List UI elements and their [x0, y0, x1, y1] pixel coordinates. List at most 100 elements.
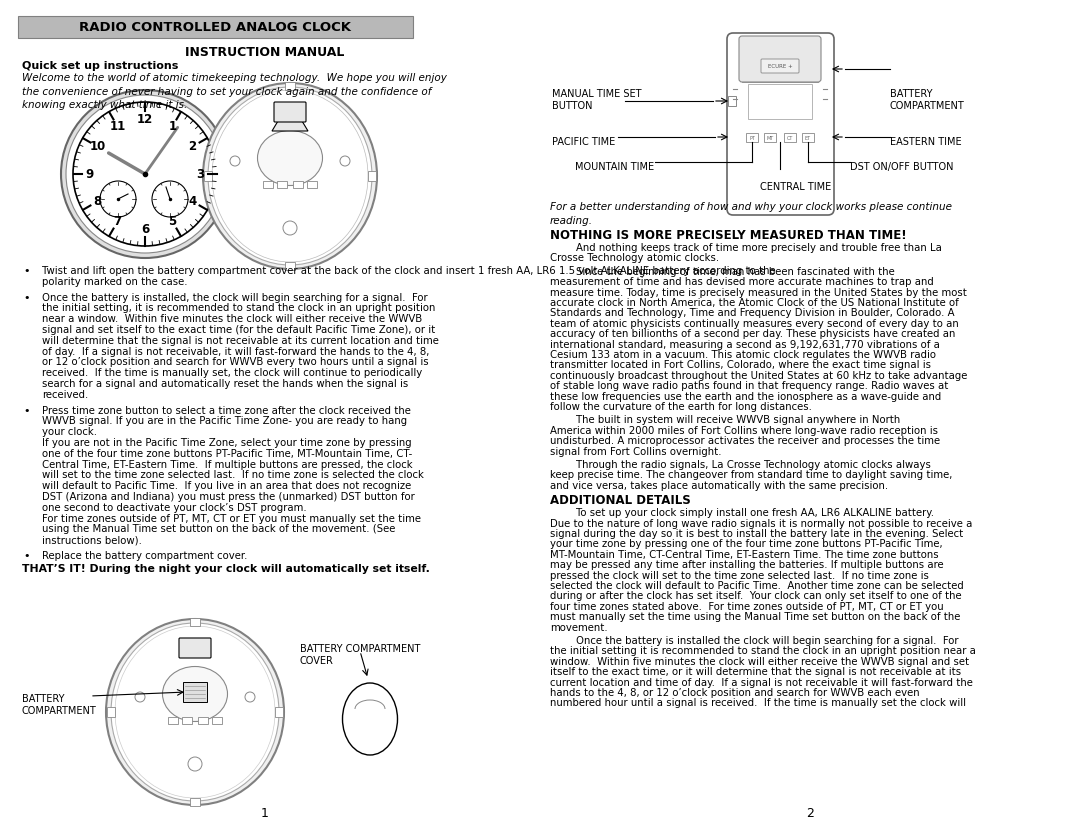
Text: RADIO CONTROLLED ANALOG CLOCK: RADIO CONTROLLED ANALOG CLOCK — [79, 21, 351, 33]
Text: BATTERY COMPARTMENT
COVER: BATTERY COMPARTMENT COVER — [300, 644, 420, 666]
Bar — [368, 171, 376, 181]
Text: search for a signal and automatically reset the hands when the signal is: search for a signal and automatically re… — [42, 379, 408, 389]
Text: And nothing keeps track of time more precisely and trouble free than La: And nothing keeps track of time more pre… — [550, 243, 942, 253]
Polygon shape — [272, 121, 308, 131]
Text: must manually set the time using the Manual Time set button on the back of the: must manually set the time using the Man… — [550, 612, 960, 622]
Bar — [784, 133, 796, 142]
Text: For time zones outside of PT, MT, CT or ET you must manually set the time: For time zones outside of PT, MT, CT or … — [42, 514, 421, 524]
Text: pressed the clock will set to the time zone selected last.  If no time zone is: pressed the clock will set to the time z… — [550, 570, 929, 580]
Text: INSTRUCTION MANUAL: INSTRUCTION MANUAL — [186, 46, 345, 59]
Bar — [285, 262, 295, 270]
Text: of stable long wave radio paths found in that frequency range. Radio waves at: of stable long wave radio paths found in… — [550, 381, 948, 391]
Text: will default to Pacific Time.  If you live in an area that does not recognize: will default to Pacific Time. If you liv… — [42, 481, 411, 491]
Text: received.: received. — [42, 389, 89, 399]
Text: 6: 6 — [140, 223, 149, 235]
Text: signal during the day so it is best to install the battery late in the evening. : signal during the day so it is best to i… — [550, 529, 963, 539]
Text: keep precise time. The changeover from standard time to daylight saving time,: keep precise time. The changeover from s… — [550, 470, 953, 480]
Bar — [293, 181, 303, 188]
Text: ECURE +: ECURE + — [768, 63, 793, 68]
Text: 12: 12 — [137, 113, 153, 125]
Circle shape — [135, 692, 145, 702]
Text: selected the clock will default to Pacific Time.  Another time zone can be selec: selected the clock will default to Pacif… — [550, 581, 963, 591]
Text: •: • — [24, 293, 30, 303]
Text: signal from Fort Collins overnight.: signal from Fort Collins overnight. — [550, 446, 721, 456]
Text: CT: CT — [787, 135, 793, 140]
Ellipse shape — [114, 626, 275, 798]
Bar — [198, 717, 208, 724]
Text: MT: MT — [767, 135, 773, 140]
Text: THAT’S IT! During the night your clock will automatically set itself.: THAT’S IT! During the night your clock w… — [22, 564, 430, 574]
Text: MT-Mountain Time, CT-Central Time, ET-Eastern Time. The time zone buttons: MT-Mountain Time, CT-Central Time, ET-Ea… — [550, 550, 939, 560]
Circle shape — [73, 102, 217, 246]
Text: current location and time of day.  If a signal is not receivable it will fast-fo: current location and time of day. If a s… — [550, 677, 973, 687]
FancyBboxPatch shape — [761, 59, 799, 73]
Text: MOUNTAIN TIME: MOUNTAIN TIME — [575, 162, 654, 172]
Text: 8: 8 — [93, 195, 102, 208]
Text: will set to the time zone selected last.  If no time zone is selected the clock: will set to the time zone selected last.… — [42, 470, 423, 480]
Text: polarity marked on the case.: polarity marked on the case. — [42, 277, 188, 287]
Circle shape — [230, 156, 240, 166]
Bar — [212, 717, 222, 724]
Text: •: • — [24, 405, 30, 415]
Text: Since the beginning of time, man has been fascinated with the: Since the beginning of time, man has bee… — [550, 267, 894, 277]
Text: follow the curvature of the earth for long distances.: follow the curvature of the earth for lo… — [550, 402, 812, 412]
Text: 2: 2 — [806, 807, 814, 820]
Text: may be pressed any time after installing the batteries. If multiple buttons are: may be pressed any time after installing… — [550, 560, 944, 570]
Text: and vice versa, takes place automatically with the same precision.: and vice versa, takes place automaticall… — [550, 480, 888, 490]
Text: Replace the battery compartment cover.: Replace the battery compartment cover. — [42, 551, 247, 561]
Text: 7: 7 — [113, 215, 122, 229]
FancyBboxPatch shape — [748, 84, 812, 119]
Text: your time zone by pressing one of the four time zone buttons PT-Pacific Time,: your time zone by pressing one of the fo… — [550, 540, 943, 550]
Circle shape — [66, 95, 224, 253]
Text: received.  If the time is manually set, the clock will continue to periodically: received. If the time is manually set, t… — [42, 368, 422, 378]
Bar — [264, 181, 273, 188]
Bar — [183, 682, 207, 702]
Circle shape — [245, 692, 255, 702]
FancyBboxPatch shape — [18, 16, 413, 38]
Text: Central Time, ET-Eastern Time.  If multiple buttons are pressed, the clock: Central Time, ET-Eastern Time. If multip… — [42, 460, 413, 470]
Bar — [276, 181, 287, 188]
Text: Once the battery is installed, the clock will begin searching for a signal.  For: Once the battery is installed, the clock… — [42, 293, 428, 303]
Text: Quick set up instructions: Quick set up instructions — [22, 61, 178, 71]
Circle shape — [340, 156, 350, 166]
Text: one of the four time zone buttons PT-Pacific Time, MT-Mountain Time, CT-: one of the four time zone buttons PT-Pac… — [42, 449, 413, 459]
Text: transmitter located in Fort Collins, Colorado, where the exact time signal is: transmitter located in Fort Collins, Col… — [550, 360, 931, 370]
Text: near a window.  Within five minutes the clock will either receive the WWVB: near a window. Within five minutes the c… — [42, 314, 422, 324]
Text: during or after the clock has set itself.  Your clock can only set itself to one: during or after the clock has set itself… — [550, 591, 961, 601]
Bar — [728, 96, 735, 106]
Bar — [285, 82, 295, 90]
Bar — [764, 133, 777, 142]
Text: Crosse Technology atomic clocks.: Crosse Technology atomic clocks. — [550, 254, 719, 264]
Ellipse shape — [111, 623, 279, 801]
Text: ET: ET — [805, 135, 811, 140]
Text: 5: 5 — [168, 215, 177, 229]
Text: BATTERY
COMPARTMENT: BATTERY COMPARTMENT — [890, 89, 964, 112]
Text: To set up your clock simply install one fresh AA, LR6 ALKALINE battery.: To set up your clock simply install one … — [550, 508, 934, 518]
Text: PACIFIC TIME: PACIFIC TIME — [552, 137, 616, 147]
Text: continuously broadcast throughout the United States at 60 kHz to take advantage: continuously broadcast throughout the Un… — [550, 371, 968, 381]
Text: of day.  If a signal is not receivable, it will fast-forward the hands to the 4,: of day. If a signal is not receivable, i… — [42, 347, 430, 357]
Text: using the Manual Time set button on the back of the movement. (See: using the Manual Time set button on the … — [42, 525, 395, 535]
Text: accuracy of ten billionths of a second per day. These physicists have created an: accuracy of ten billionths of a second p… — [550, 329, 956, 339]
Bar — [183, 717, 192, 724]
Bar — [204, 171, 212, 181]
Bar — [107, 707, 114, 717]
Text: DST (Arizona and Indiana) you must press the (unmarked) DST button for: DST (Arizona and Indiana) you must press… — [42, 492, 415, 502]
Bar — [190, 618, 200, 626]
Ellipse shape — [257, 130, 323, 185]
Text: one second to deactivate your clock’s DST program.: one second to deactivate your clock’s DS… — [42, 503, 307, 513]
Ellipse shape — [203, 83, 377, 269]
Bar — [802, 133, 814, 142]
Text: Through the radio signals, La Crosse Technology atomic clocks always: Through the radio signals, La Crosse Tec… — [550, 460, 931, 470]
Text: measurement of time and has devised more accurate machines to trap and: measurement of time and has devised more… — [550, 277, 934, 287]
Text: these low frequencies use the earth and the ionosphere as a wave-guide and: these low frequencies use the earth and … — [550, 392, 942, 402]
Text: four time zones stated above.  For time zones outside of PT, MT, CT or ET you: four time zones stated above. For time z… — [550, 602, 944, 612]
Ellipse shape — [208, 87, 372, 265]
Text: Welcome to the world of atomic timekeeping technology.  We hope you will enjoy
t: Welcome to the world of atomic timekeepi… — [22, 73, 447, 110]
Bar — [190, 798, 200, 806]
Text: EASTERN TIME: EASTERN TIME — [890, 137, 961, 147]
Text: Due to the nature of long wave radio signals it is normally not possible to rece: Due to the nature of long wave radio sig… — [550, 519, 972, 529]
Circle shape — [188, 757, 202, 771]
Text: undisturbed. A microprocessor activates the receiver and processes the time: undisturbed. A microprocessor activates … — [550, 436, 940, 446]
Ellipse shape — [342, 683, 397, 755]
